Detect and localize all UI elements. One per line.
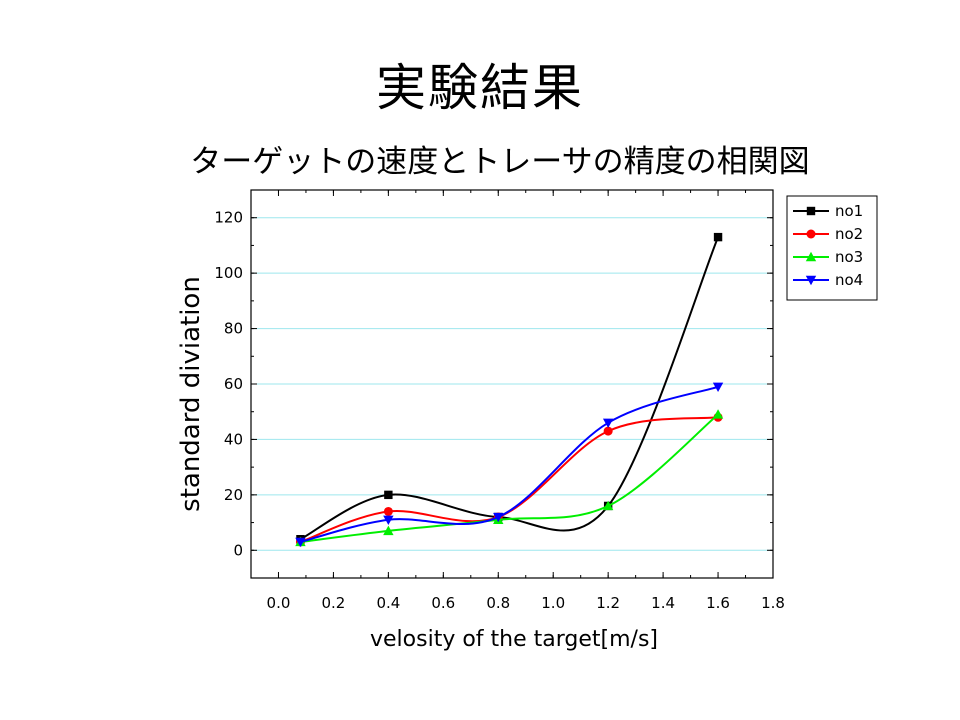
x-tick-label: 1.8 [761, 594, 785, 612]
y-tick-label: 100 [214, 264, 243, 282]
y-tick-label: 60 [224, 375, 243, 393]
y-tick-label: 0 [233, 541, 243, 559]
x-tick-label: 0.8 [486, 594, 510, 612]
legend: no1 no2 no3 no4 [786, 195, 878, 301]
data-point-no4 [712, 382, 724, 392]
slide-title: 実験結果 [376, 59, 584, 117]
legend-item-no1: no1 [793, 202, 863, 220]
data-point-no4 [295, 537, 306, 548]
legend-marker [806, 206, 816, 216]
y-tick-label: 40 [224, 430, 243, 448]
series-no2 [295, 412, 723, 547]
data-point-no4 [493, 512, 504, 523]
x-tick-label: 1.0 [541, 594, 565, 612]
legend-item-no2: no2 [793, 225, 863, 243]
legend-label: no4 [835, 271, 863, 289]
x-axis-title: velosity of the target[m/s] [370, 627, 658, 652]
series-no1 [296, 232, 723, 544]
data-point-no1 [713, 232, 723, 242]
data-point-no3 [383, 525, 394, 536]
x-tick-label: 0.0 [267, 594, 291, 612]
legend-marker [805, 275, 817, 286]
y-tick-label: 20 [224, 486, 243, 504]
data-point-no2 [383, 506, 393, 516]
data-point-no3 [712, 409, 724, 419]
x-tick-label: 1.6 [706, 594, 730, 612]
legend-marker [805, 251, 817, 262]
legend-item-no4: no4 [793, 271, 863, 289]
y-tick-label: 120 [214, 209, 243, 227]
series-line-no4 [300, 385, 719, 543]
gridlines [251, 217, 773, 551]
legend-label: no2 [835, 225, 863, 243]
series-line-no2 [300, 416, 719, 543]
data-point-no1 [384, 490, 393, 500]
data-point-no2 [603, 426, 613, 436]
y-axis-title: standard diviation [176, 276, 206, 512]
series-no4 [295, 382, 724, 548]
series-line-no1 [300, 236, 719, 541]
x-tick-label: 0.2 [321, 594, 345, 612]
y-tick-label: 80 [224, 320, 243, 338]
series-line-no3 [300, 413, 719, 543]
legend-marker [806, 229, 816, 239]
x-tick-label: 1.4 [651, 594, 675, 612]
legend-item-no3: no3 [793, 248, 863, 266]
axis-ticks [250, 189, 774, 579]
x-tick-label: 0.4 [376, 594, 400, 612]
series [295, 232, 724, 548]
data-point-no3 [602, 500, 614, 511]
legend-label: no1 [835, 202, 863, 220]
data-point-no4 [383, 515, 394, 525]
slide-subtitle: ターゲットの速度とトレーサの精度の相関図 [190, 144, 810, 180]
x-tick-label: 1.2 [596, 594, 620, 612]
data-point-no4 [602, 418, 614, 428]
tick-labels: 0 20 40 60 80 100 120 0.0 0.2 0.4 0.6 0.8 1.0 1.2 1.4 1… [214, 209, 785, 612]
x-tick-label: 0.6 [431, 594, 455, 612]
legend-label: no3 [835, 248, 863, 266]
legend-box [786, 195, 878, 301]
